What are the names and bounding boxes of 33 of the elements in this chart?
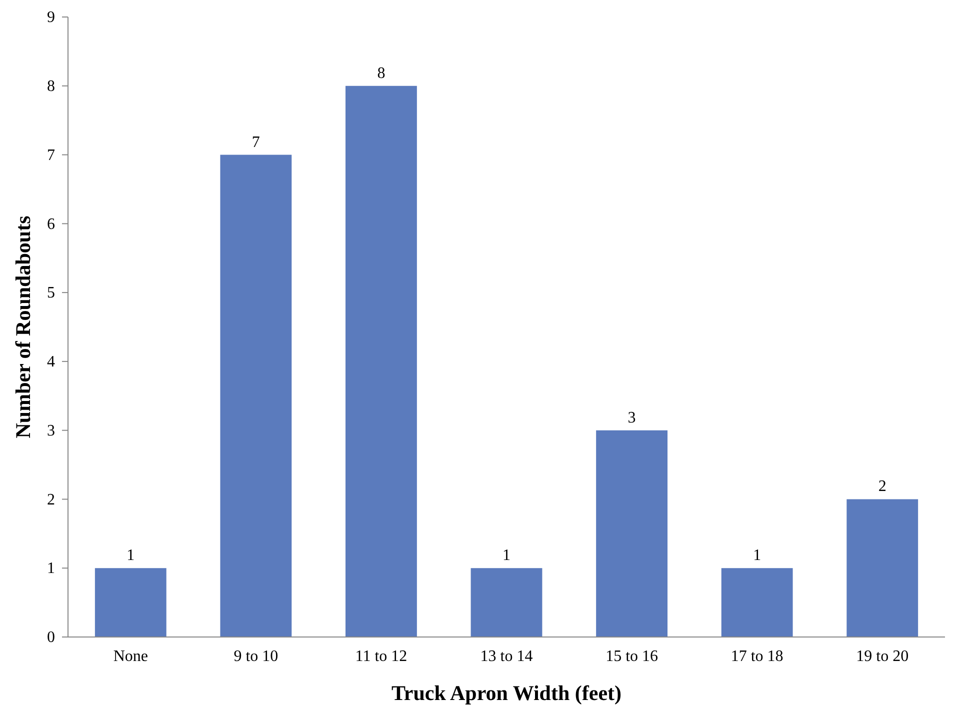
data-label: 1 <box>126 547 135 564</box>
x-tick-label: 9 to 10 <box>234 648 278 665</box>
x-axis-title: Truck Apron Width (feet) <box>391 681 622 705</box>
y-tick-label: 7 <box>47 146 55 164</box>
x-tick-label: 17 to 18 <box>730 648 784 665</box>
y-tick-label: 6 <box>47 216 55 233</box>
y-tick-label: 0 <box>47 629 55 646</box>
data-label: 3 <box>628 409 636 426</box>
x-tick-label: 15 to 16 <box>606 648 658 665</box>
bar <box>220 154 292 637</box>
y-tick-label: 1 <box>47 560 55 578</box>
data-label: 2 <box>878 478 886 496</box>
y-tick-label: 9 <box>47 9 55 26</box>
y-tick-label: 4 <box>47 354 55 371</box>
x-tick-label: 11 to 12 <box>355 648 408 665</box>
data-label: 8 <box>377 64 386 82</box>
bar <box>94 568 166 637</box>
x-tick-label: 19 to 20 <box>856 648 909 665</box>
x-tick-label: 13 to 14 <box>480 648 533 665</box>
y-tick-label: 2 <box>47 491 55 508</box>
bar <box>721 568 793 637</box>
data-label: 1 <box>753 547 762 564</box>
data-label: 1 <box>502 547 510 564</box>
y-tick-label: 8 <box>47 78 55 96</box>
bar <box>346 86 417 637</box>
bar <box>846 499 918 637</box>
y-tick-label: 3 <box>47 422 55 440</box>
data-label: 7 <box>252 134 260 151</box>
bar <box>470 568 542 637</box>
bar <box>596 430 668 637</box>
y-axis-title: Number of Roundabouts <box>11 216 35 438</box>
x-tick-label: None <box>113 648 148 665</box>
y-tick-label: 5 <box>47 284 55 302</box>
